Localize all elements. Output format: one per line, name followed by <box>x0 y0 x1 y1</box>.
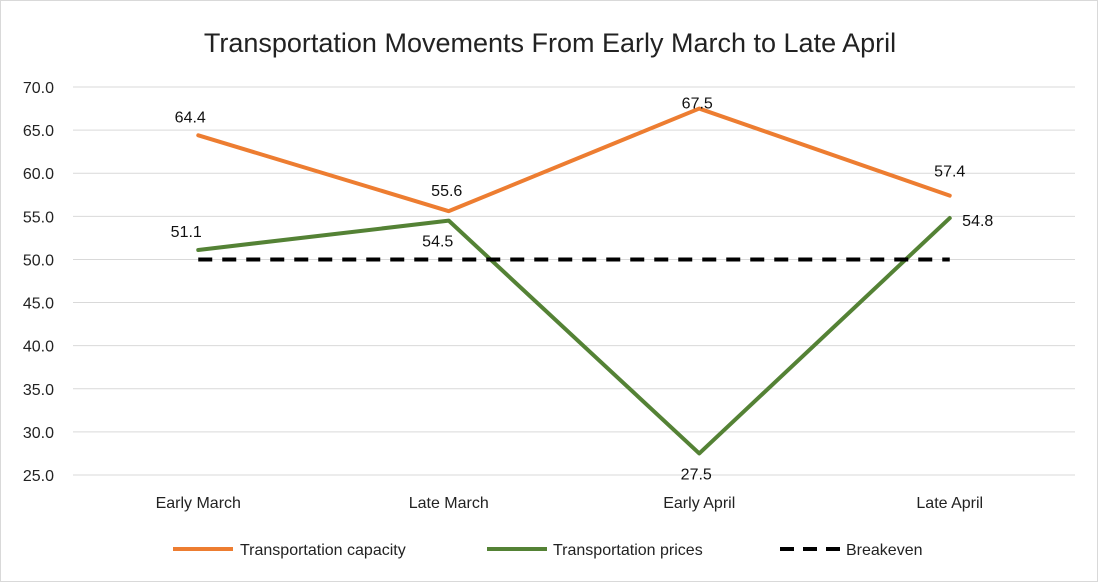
data-label: 54.5 <box>422 234 453 251</box>
chart-title: Transportation Movements From Early Marc… <box>204 28 896 58</box>
gridlines <box>73 86 1075 476</box>
y-tick-label: 40.0 <box>23 339 54 356</box>
y-tick-label: 60.0 <box>23 166 54 183</box>
data-label: 67.5 <box>682 96 713 113</box>
series-lines <box>196 106 952 456</box>
data-label: 54.8 <box>962 213 993 230</box>
data-label: 64.4 <box>175 109 206 126</box>
data-label: 51.1 <box>171 224 202 241</box>
legend-label: Breakeven <box>846 542 923 559</box>
x-axis: Early March Late March Early April Late Apr… <box>156 495 984 512</box>
data-label: 55.6 <box>431 183 462 200</box>
legend-label: Transportation capacity <box>240 542 406 559</box>
data-label: 57.4 <box>934 164 965 181</box>
y-tick-label: 30.0 <box>23 425 54 442</box>
series-line <box>196 216 952 456</box>
y-tick-label: 25.0 <box>23 468 54 485</box>
y-tick-label: 35.0 <box>23 382 54 399</box>
y-tick-label: 45.0 <box>23 296 54 313</box>
legend-label: Transportation prices <box>553 542 703 559</box>
x-tick-label: Early April <box>663 495 735 512</box>
data-labels: 64.4 55.6 67.5 57.4 51.1 54.5 27.5 54.8 <box>171 96 994 484</box>
y-axis: 25.0 30.0 35.0 40.0 45.0 50.0 55.0 60.0 65.0 70.0 <box>23 80 54 485</box>
data-label: 27.5 <box>681 466 712 483</box>
y-tick-label: 55.0 <box>23 209 54 226</box>
legend: Transportation capacity Transportation pr… <box>173 542 923 559</box>
x-tick-label: Late March <box>409 495 489 512</box>
series-line <box>196 106 952 214</box>
y-tick-label: 70.0 <box>23 80 54 97</box>
y-tick-label: 65.0 <box>23 123 54 140</box>
x-tick-label: Early March <box>156 495 241 512</box>
x-tick-label: Late April <box>916 495 983 512</box>
y-tick-label: 50.0 <box>23 252 54 269</box>
